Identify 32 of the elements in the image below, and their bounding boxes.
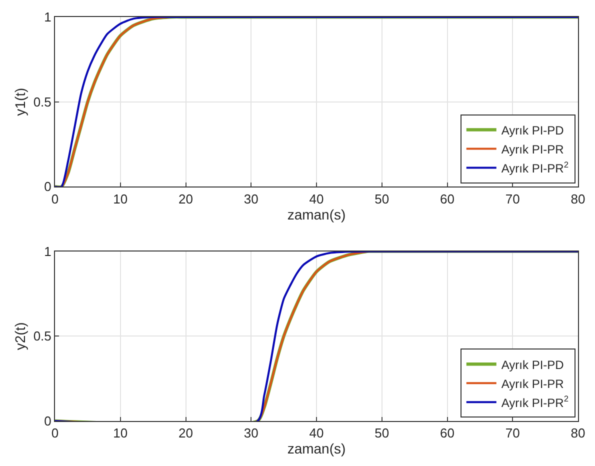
x-tick-label: 10 [113, 426, 128, 441]
x-tick-label: 60 [440, 191, 454, 206]
x-tick-label: 50 [374, 191, 390, 206]
legend-label: Ayrık PI-PR [501, 376, 564, 391]
x-tick-label: 30 [244, 191, 258, 206]
legend-label: Ayrık PI-PD [501, 123, 564, 138]
x-tick-label: 10 [113, 191, 128, 206]
y-tick-label: 0.5 [33, 94, 52, 110]
legend-label: Ayrık PI-PD [501, 358, 564, 372]
y-tick-label: 0 [44, 179, 52, 194]
x-tick-label: 80 [570, 426, 586, 441]
y-tick-label: 0.5 [33, 328, 52, 344]
legend-label: Ayrık PI-PR [501, 142, 564, 156]
x-tick-label: 70 [505, 426, 520, 441]
x-tick-label: 20 [178, 191, 193, 206]
x-tick-label: 70 [505, 191, 520, 206]
x-tick-label: 40 [309, 191, 324, 206]
x-axis-title: zaman(s) [287, 206, 346, 222]
legend-label: Ayrık PI-PR$^{2}$ [501, 394, 569, 410]
x-tick-label: 40 [309, 426, 324, 441]
y-tick-label: 1 [44, 10, 52, 25]
x-tick-label: 30 [244, 426, 258, 441]
y-axis-title: y1(t) [12, 88, 28, 116]
x-axis-title: zaman(s) [287, 440, 346, 457]
x-tick-label: 20 [178, 426, 193, 441]
x-tick-label: 80 [570, 191, 586, 206]
y-axis-title: y2(t) [12, 322, 28, 350]
x-tick-label: 50 [374, 426, 390, 441]
legend-label: Ayrık PI-PR$^{2}$ [501, 159, 569, 176]
y-tick-label: 0 [44, 414, 52, 429]
x-tick-label: 60 [440, 426, 454, 441]
y-tick-label: 1 [44, 244, 52, 259]
